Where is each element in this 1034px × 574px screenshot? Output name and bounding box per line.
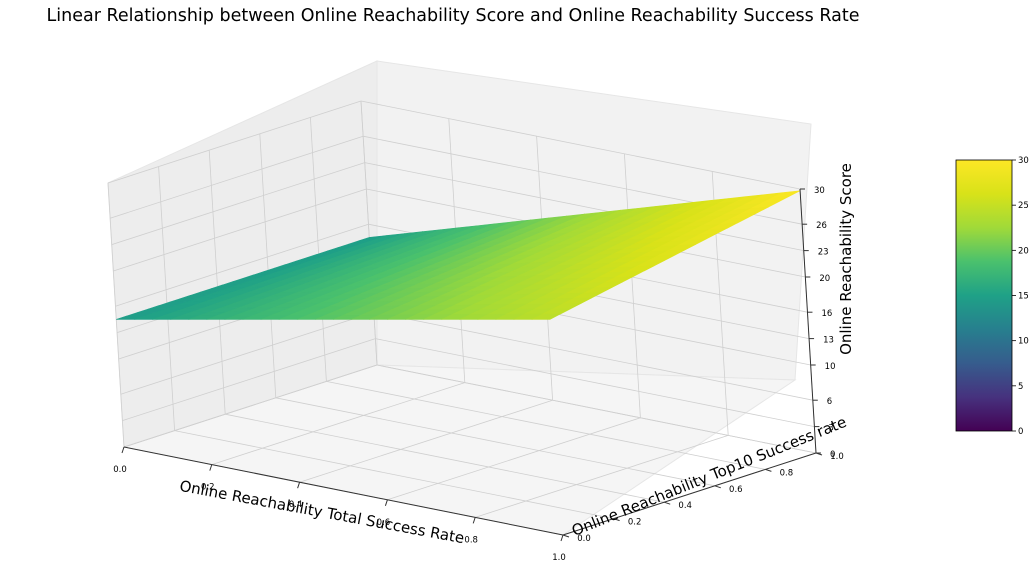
x-tick-mark — [384, 499, 388, 506]
z-axis-line — [799, 188, 817, 454]
y-tick-label: 0.8 — [780, 468, 794, 478]
grid-line — [373, 311, 813, 401]
grid-line — [225, 413, 665, 503]
z-tick-label: 20 — [819, 274, 830, 284]
x-tick-label: 0.8 — [464, 535, 478, 545]
colorbar-tick-label: 0 — [1018, 427, 1023, 437]
grid-line — [375, 338, 815, 427]
z-tick-label: 30 — [814, 186, 825, 196]
z-tick-label: 23 — [818, 248, 829, 258]
y-tick-mark — [765, 468, 772, 472]
axes — [121, 188, 823, 542]
y-tick-mark — [613, 518, 620, 522]
y-tick-label: 0.4 — [678, 501, 692, 511]
y-tick-mark — [714, 485, 721, 489]
chart-title: Linear Relationship between Online Reach… — [47, 6, 860, 26]
grid-line — [115, 223, 369, 307]
y-tick-mark — [562, 534, 570, 538]
grid-line — [387, 417, 641, 501]
colorbar-tick-label: 5 — [1018, 382, 1023, 392]
z-tick-label: 6 — [827, 397, 832, 407]
tick-labels: 0.00.20.40.60.81.00.00.20.40.60.81.00361… — [113, 186, 844, 563]
grid-line — [275, 397, 715, 487]
x-tick-label: 0.6 — [377, 518, 391, 528]
grid-line — [326, 381, 766, 470]
colorbar — [955, 159, 1013, 432]
x-tick-mark — [121, 446, 125, 454]
grid-line — [158, 166, 175, 431]
grid-line — [120, 311, 374, 395]
y-tick-label: 1.0 — [830, 452, 844, 462]
grid-line — [364, 162, 804, 251]
z-tick-label: 26 — [816, 221, 827, 231]
x-tick-mark — [209, 464, 213, 471]
grid-line — [208, 150, 226, 415]
grid-line — [113, 188, 367, 272]
grid-line — [360, 100, 378, 366]
x-tick-mark — [560, 534, 564, 542]
z-tick-label: 10 — [825, 362, 836, 372]
surface-cell — [531, 313, 561, 320]
colorbar-tick-label: 10 — [1018, 337, 1029, 347]
z-tick-label: 16 — [821, 309, 832, 319]
z-axis-label: Online Reachability Score — [837, 163, 855, 355]
colorbar-tick-label: 25 — [1018, 201, 1029, 211]
x-tick-mark — [472, 517, 476, 524]
grid-line — [111, 162, 365, 245]
grid-line — [310, 117, 327, 382]
colorbar-tick-label: 30 — [1018, 156, 1029, 166]
grid-line — [299, 399, 553, 483]
x-tick-mark — [297, 482, 301, 489]
z-tick-label: 0 — [830, 450, 835, 460]
grid-line — [122, 338, 376, 421]
y-tick-mark — [664, 501, 671, 505]
grid-line — [110, 135, 364, 219]
grid-line — [107, 100, 362, 184]
grid-line — [211, 382, 465, 465]
z-tick-label: 13 — [823, 336, 834, 346]
x-tick-label: 1.0 — [552, 553, 566, 563]
grid-line — [123, 364, 378, 448]
grid-line — [107, 182, 125, 448]
colorbar-ticks: 0 5 10 15 20 25 30 — [1012, 156, 1029, 437]
y-tick-label: 0.0 — [577, 534, 591, 544]
grid-line — [174, 430, 614, 519]
grid-line — [376, 364, 817, 454]
colorbar-tick-label: 20 — [1018, 246, 1029, 256]
colorbar-tick-label: 15 — [1018, 292, 1029, 302]
x-tick-label: 0.2 — [201, 483, 215, 493]
x-axis-line — [123, 446, 564, 536]
y-tick-label: 0.2 — [628, 518, 642, 528]
x-tick-label: 0.0 — [113, 465, 127, 475]
grid-line — [360, 100, 801, 190]
y-axis-line — [562, 452, 817, 536]
z-tick-label: 3 — [828, 424, 833, 434]
grid-line — [475, 435, 729, 518]
grid-line — [259, 133, 277, 398]
grid-line — [624, 153, 641, 418]
surface — [116, 190, 801, 320]
y-tick-label: 0.6 — [729, 485, 743, 495]
x-tick-label: 0.4 — [289, 500, 303, 510]
